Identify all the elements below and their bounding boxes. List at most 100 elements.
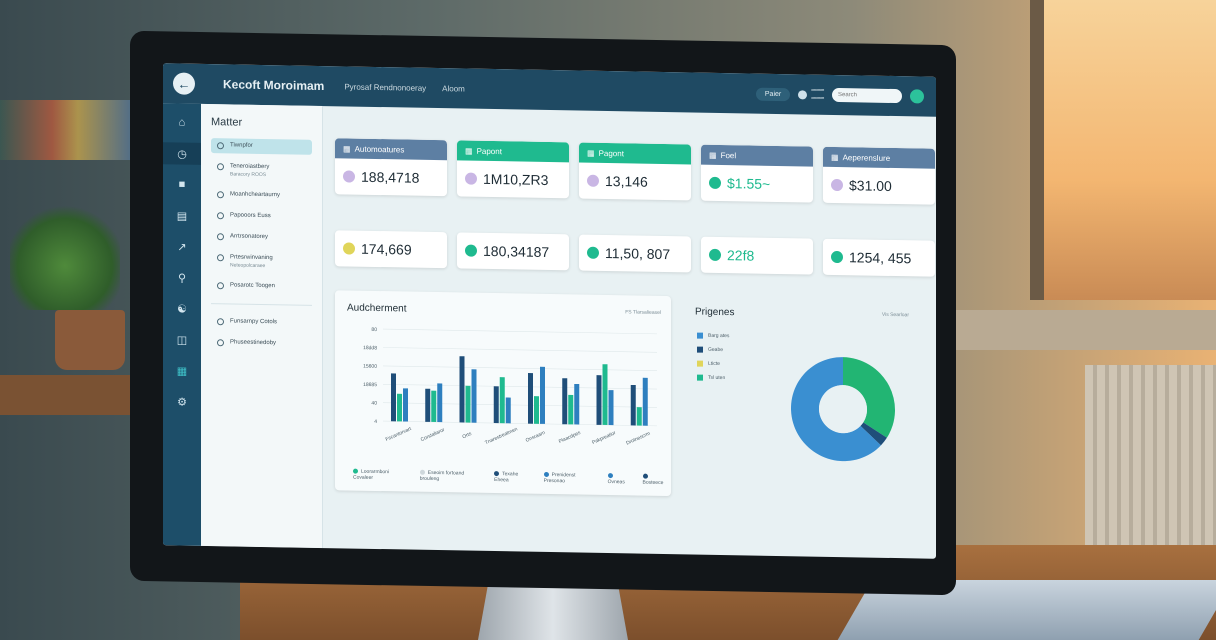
kpi-header: ▦ Automoatures: [335, 138, 447, 161]
card-icon[interactable]: ▤: [176, 209, 188, 223]
avatar[interactable]: [910, 89, 924, 104]
kpi-card-small[interactable]: 180,34187: [457, 232, 569, 271]
gridline: [383, 328, 657, 335]
kpi-card[interactable]: ▦ Aeperenslure $31.00: [823, 146, 935, 205]
bar-4-0[interactable]: [528, 373, 533, 424]
legend-swatch: [543, 472, 549, 478]
legend-item[interactable]: Loorarmboni Covaleer: [353, 469, 410, 482]
bar-7-2[interactable]: [642, 377, 648, 426]
chart-icon: ▦: [831, 152, 839, 162]
kpi-card-small[interactable]: 1254, 455: [823, 238, 935, 277]
kpi-card-small[interactable]: 22f8: [701, 236, 813, 275]
legend-label: Loorarmboni Covaleer: [353, 468, 390, 481]
sidebar-item-1[interactable]: Teneroiastbery Baracory ROOS: [211, 159, 312, 183]
bar-1-0[interactable]: [425, 388, 431, 422]
chart-meta[interactable]: FS Tlarsalieasel: [625, 309, 661, 316]
sidebar-item-2[interactable]: Moanhcheartaurny: [211, 187, 312, 204]
search-icon[interactable]: ⚲: [177, 272, 187, 285]
kpi-card[interactable]: ▦ Automoatures 188,4718: [335, 138, 447, 197]
grid-icon[interactable]: ▦: [176, 364, 188, 378]
kpi-body: 1254, 455: [823, 239, 935, 277]
bar-2-0[interactable]: [459, 356, 465, 423]
kpi-card[interactable]: ▦ Papont 1M10,ZR3: [457, 140, 569, 199]
kpi-card-small[interactable]: 174,669: [335, 230, 447, 269]
back-icon[interactable]: ←: [173, 72, 195, 95]
legend-item[interactable]: Eseoim fortoand brouleng: [419, 470, 484, 483]
bar-7-0[interactable]: [630, 384, 636, 426]
kpi-card[interactable]: ▦ Pagont 13,146: [579, 142, 691, 201]
bar-4-1[interactable]: [534, 396, 539, 424]
bar-0-2[interactable]: [403, 388, 408, 422]
trend-icon[interactable]: ↗: [177, 241, 187, 254]
radiator: [1085, 365, 1216, 545]
kpi-icon: [343, 242, 355, 255]
app-title: Kecoft Moroimam: [223, 77, 325, 94]
bar-5-2[interactable]: [574, 383, 580, 425]
breadcrumb-secondary[interactable]: Aloom: [442, 83, 465, 94]
sidebar-title: Matter: [211, 116, 243, 129]
kpi-value: 13,146: [605, 172, 648, 190]
pie-legend-item[interactable]: Barg ates: [697, 332, 729, 339]
plant: [10, 200, 120, 310]
kpi-card-small[interactable]: 11,50, 807: [579, 234, 691, 273]
user-menu[interactable]: ═══ ═══: [798, 86, 824, 102]
sidebar-item-text: Prtesrwinvaning: [230, 254, 273, 262]
search-input[interactable]: [832, 87, 902, 104]
donut-slice-2[interactable]: [791, 356, 881, 462]
sidebar-item-sub: Neteopolcaraee: [230, 262, 266, 270]
kpi-header: ▦ Foel: [701, 144, 813, 167]
action-button[interactable]: Paier: [755, 87, 791, 101]
folder-icon[interactable]: ■: [178, 178, 186, 191]
sidebar-item-7[interactable]: Funsarnpy Cotols: [211, 314, 312, 331]
clock-icon[interactable]: ◷: [163, 142, 201, 165]
bar-0-0[interactable]: [391, 373, 396, 422]
legend-item[interactable]: Prenidenst Presonao: [543, 472, 598, 485]
kpi-value: 22f8: [727, 247, 755, 264]
inbox-icon[interactable]: ◫: [176, 333, 188, 347]
home-icon[interactable]: ⌂: [178, 116, 186, 129]
sidebar-item-label: Funsarnpy Cotols: [230, 318, 278, 326]
y-tick-label: 40: [371, 400, 377, 406]
bar-2-1[interactable]: [465, 385, 471, 423]
sidebar-item-8[interactable]: Phuseestinedoby: [211, 335, 312, 352]
bar-6-2[interactable]: [608, 390, 614, 426]
x-tick-label: Fscantorvart: [385, 426, 413, 443]
circle-icon: [217, 282, 224, 290]
legend-item[interactable]: Bosteece: [642, 473, 671, 486]
bar-7-1[interactable]: [636, 407, 642, 426]
bar-0-1[interactable]: [397, 393, 402, 422]
bar-4-2[interactable]: [540, 366, 545, 424]
pie-legend-item[interactable]: Tsl uten: [697, 374, 729, 382]
bar-5-1[interactable]: [568, 394, 574, 425]
people-icon[interactable]: ☯: [177, 302, 187, 316]
breadcrumb[interactable]: Pyrosaf Rendnonoeray: [344, 81, 427, 93]
pie-legend-item[interactable]: Lticte: [697, 360, 729, 368]
pie-meta[interactable]: Vis Searloar: [881, 311, 909, 319]
topbar-actions: Paier ═══ ═══: [755, 86, 924, 105]
bar-3-0[interactable]: [493, 386, 499, 424]
sidebar-item-label: Prtesrwinvaning Neteopolcaraee: [230, 254, 273, 269]
donut-slice-1[interactable]: [860, 422, 887, 446]
bar-3-1[interactable]: [499, 377, 505, 424]
sidebar-item-6[interactable]: Posarotc Toogen: [211, 278, 312, 295]
sidebar-item-4[interactable]: Arrtrsonatorey: [211, 229, 312, 246]
pie-legend-item[interactable]: Geabe: [697, 346, 729, 354]
donut-slice-0[interactable]: [843, 357, 895, 438]
bar-6-1[interactable]: [602, 364, 608, 426]
bar-1-1[interactable]: [431, 390, 437, 423]
sidebar-item-5[interactable]: Prtesrwinvaning Neteopolcaraee: [211, 250, 312, 274]
bar-6-0[interactable]: [596, 375, 602, 425]
kpi-body: 13,146: [579, 163, 691, 201]
bar-5-0[interactable]: [562, 378, 568, 425]
legend-item[interactable]: Texahe Eheea: [494, 471, 533, 484]
kpi-card[interactable]: ▦ Foel $1.55~: [701, 144, 813, 203]
sidebar-item-0[interactable]: Tiwnpfor: [211, 138, 312, 155]
bar-3-2[interactable]: [505, 397, 511, 424]
y-tick-label: 15600: [363, 364, 377, 370]
bar-2-2[interactable]: [471, 369, 477, 423]
bar-1-2[interactable]: [437, 383, 443, 423]
kpi-body: 11,50, 807: [579, 235, 691, 273]
sidebar-item-3[interactable]: Papooors Euss: [211, 208, 312, 225]
legend-item[interactable]: Ovneas: [607, 473, 633, 485]
settings-icon[interactable]: ⚙: [177, 395, 187, 409]
